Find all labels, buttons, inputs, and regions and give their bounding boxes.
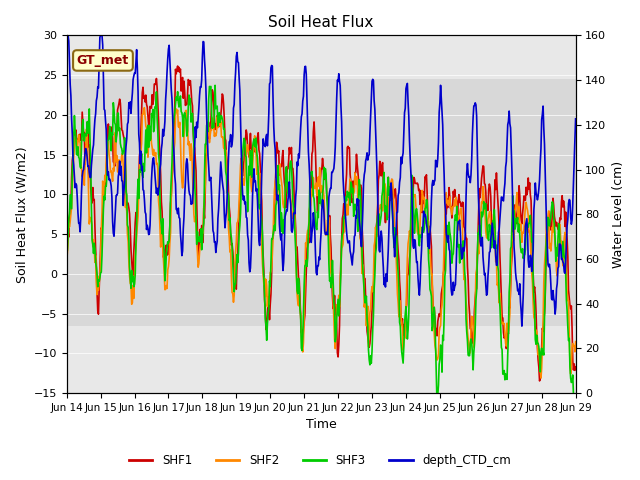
Y-axis label: Soil Heat Flux (W/m2): Soil Heat Flux (W/m2) xyxy=(15,146,28,283)
Bar xyxy=(67,79,575,325)
X-axis label: Time: Time xyxy=(306,419,337,432)
Y-axis label: Water Level (cm): Water Level (cm) xyxy=(612,161,625,268)
Text: GT_met: GT_met xyxy=(77,54,129,67)
Title: Soil Heat Flux: Soil Heat Flux xyxy=(268,15,374,30)
Legend: SHF1, SHF2, SHF3, depth_CTD_cm: SHF1, SHF2, SHF3, depth_CTD_cm xyxy=(124,449,516,472)
